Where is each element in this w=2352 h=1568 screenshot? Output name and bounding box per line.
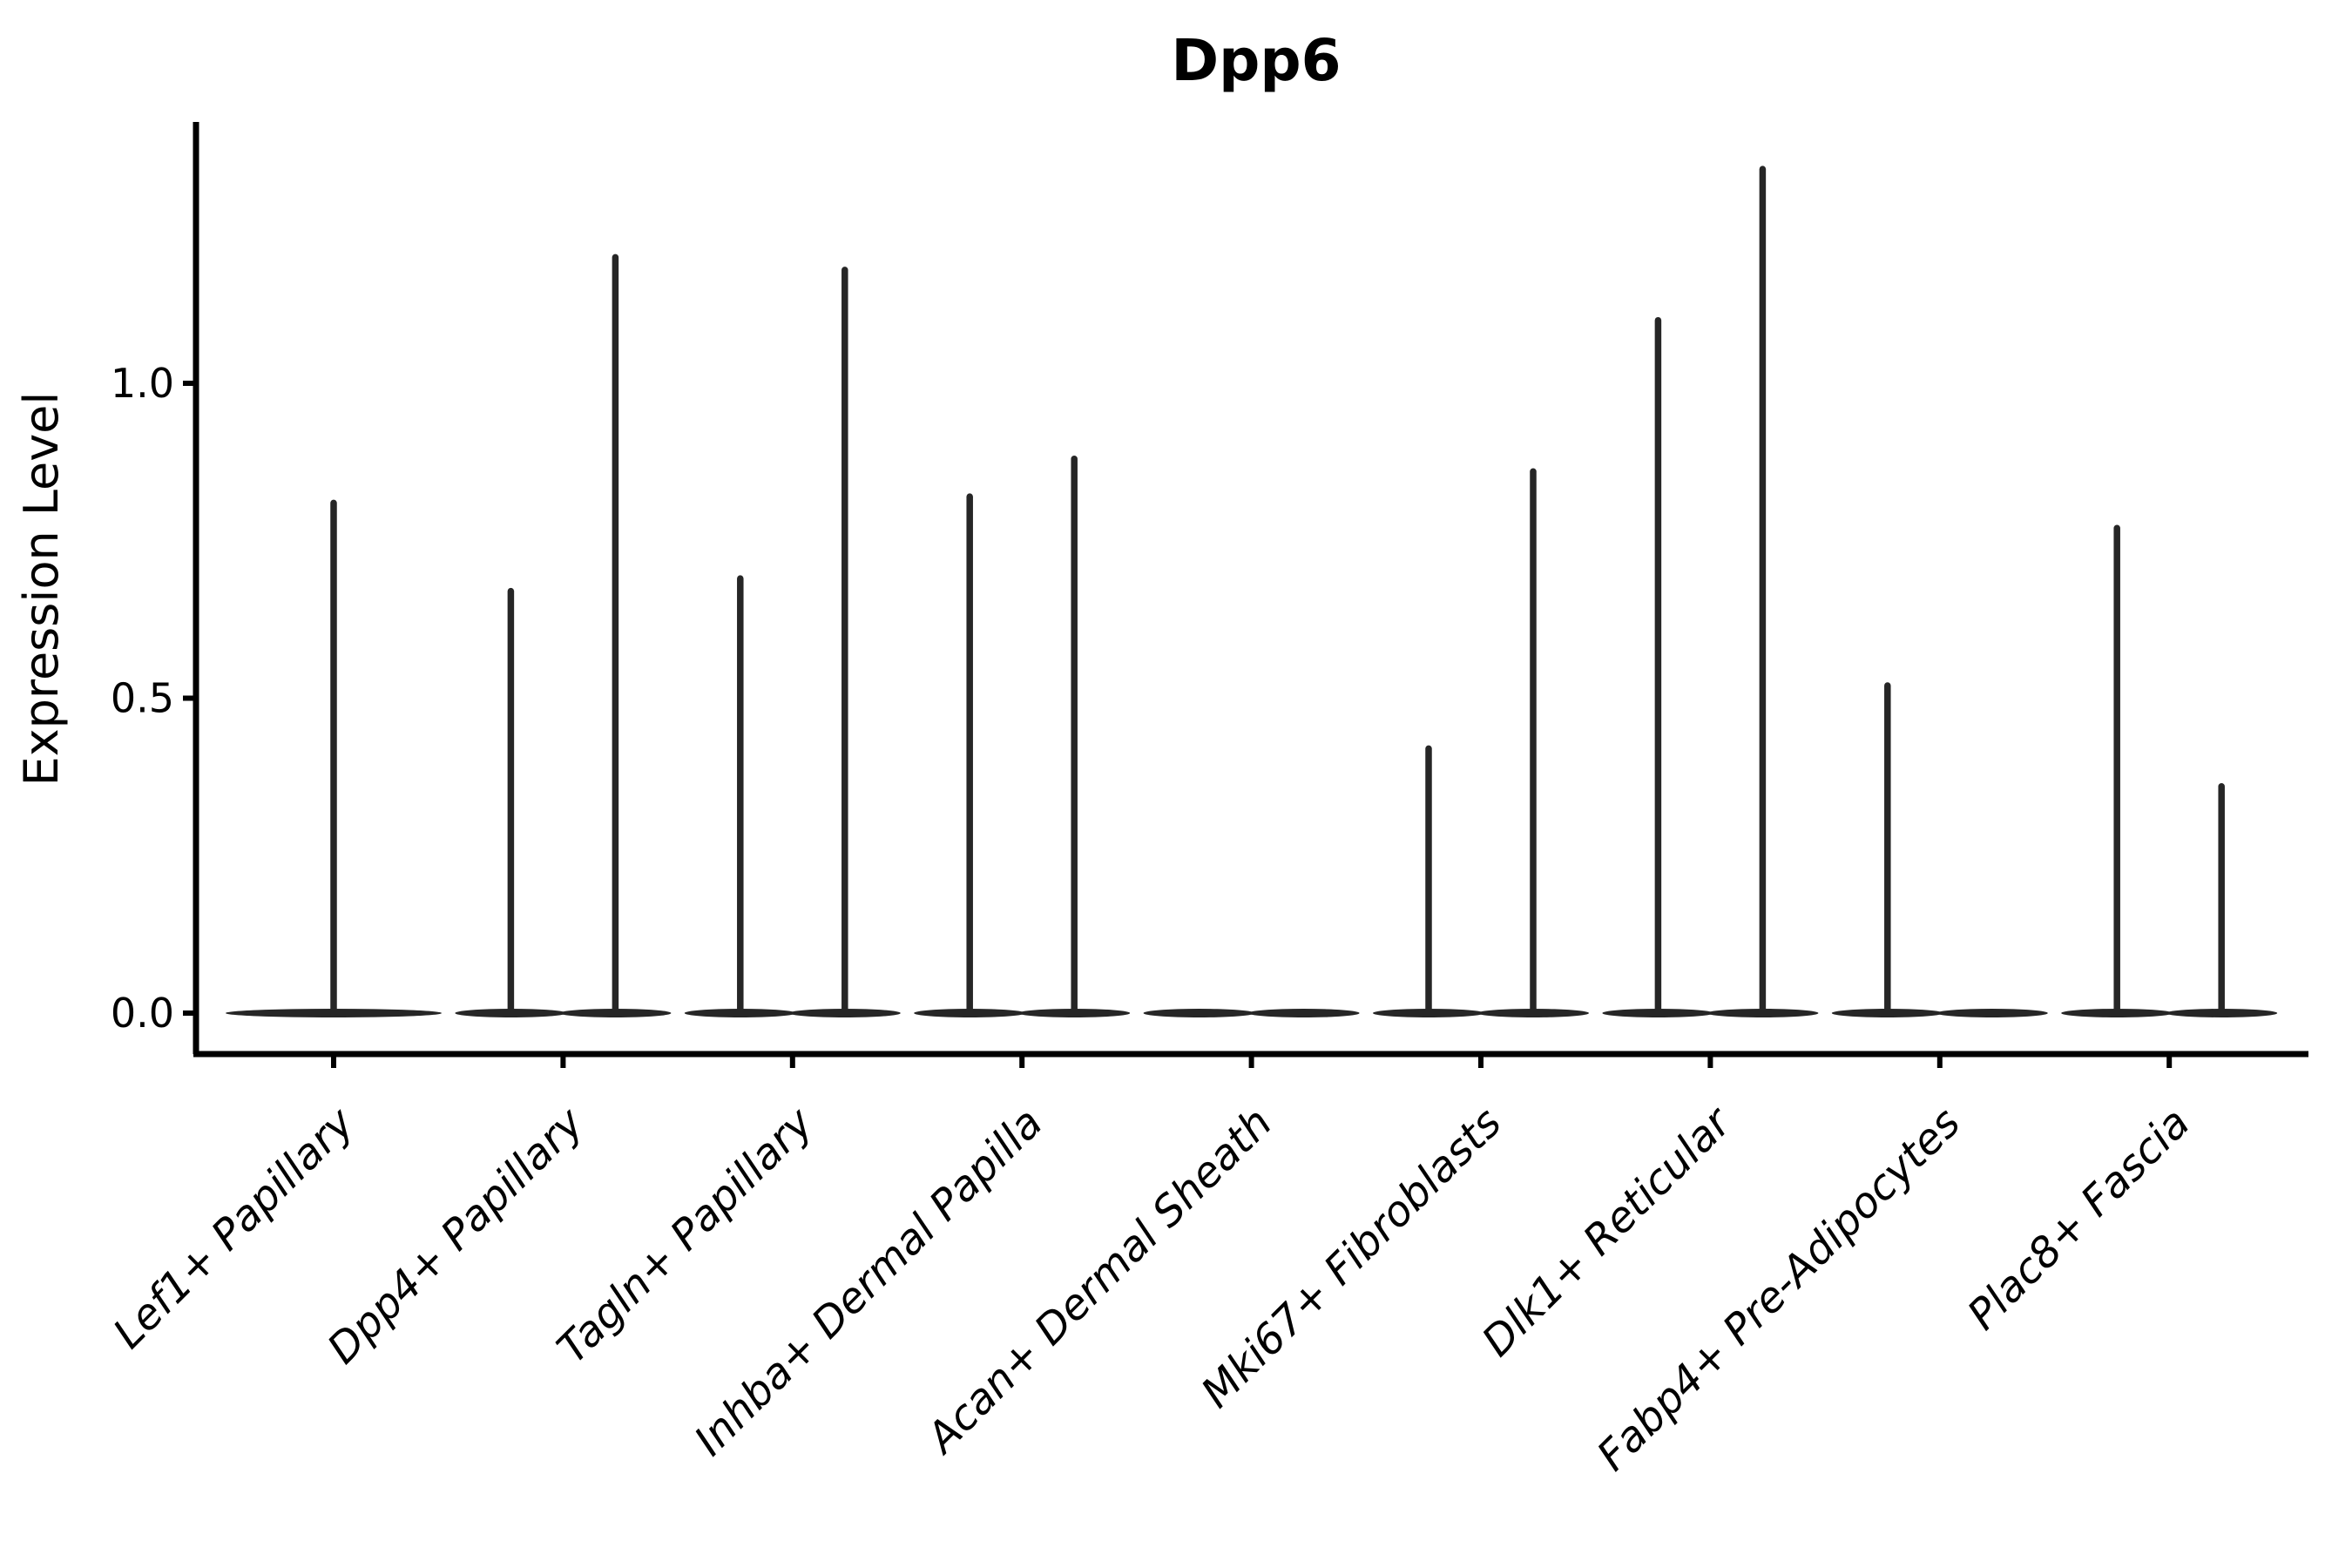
- x-tick-label: Tagln+ Papillary: [548, 1098, 823, 1373]
- x-tick-label: Dpp4+ Papillary: [318, 1098, 593, 1373]
- violin-base: [1143, 1009, 1255, 1017]
- violin-base: [1936, 1009, 2048, 1017]
- x-tick-label: Fabp4+ Pre-Adipocytes: [1588, 1098, 1970, 1481]
- y-tick-label: 0.5: [111, 675, 174, 722]
- plot-title: Dpp6: [1171, 27, 1341, 94]
- y-tick-label: 1.0: [111, 360, 174, 407]
- axes-layer: [183, 122, 2308, 1068]
- violin-base: [1247, 1009, 1360, 1017]
- y-axis-label: Expression Level: [14, 392, 69, 787]
- y-tick-label: 0.0: [111, 990, 174, 1037]
- x-tick-label: Dlk1+ Reticular: [1473, 1097, 1743, 1367]
- x-tick-label: Lef1+ Papillary: [104, 1098, 364, 1358]
- x-tick-label: Plac8+ Fascia: [1958, 1098, 2200, 1340]
- violins-layer: [226, 166, 2278, 1017]
